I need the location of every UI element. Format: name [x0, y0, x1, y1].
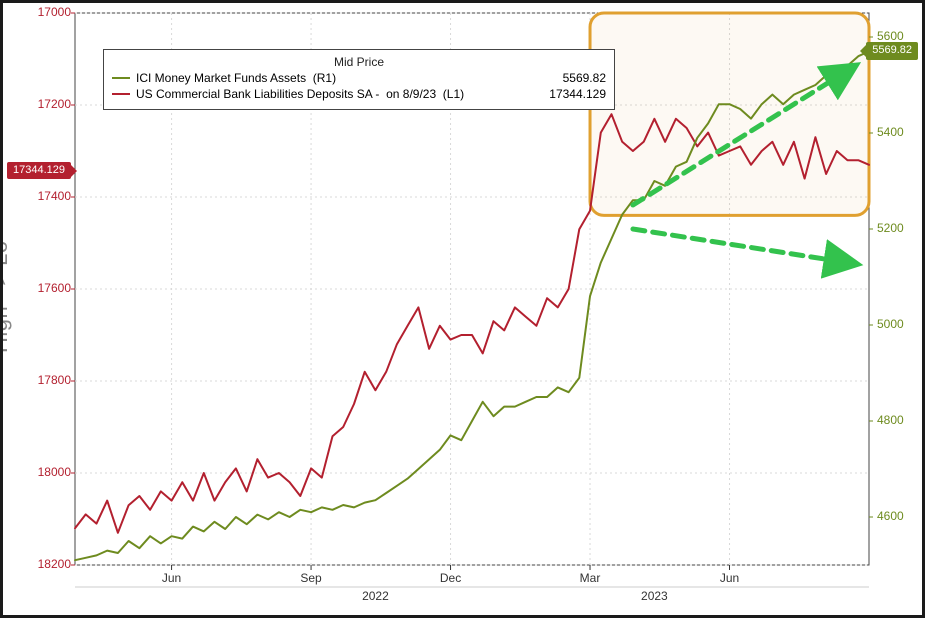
y-right-tick: 4800 — [877, 413, 925, 427]
y-left-tick: 17000 — [19, 5, 71, 19]
x-tick: Dec — [440, 571, 461, 585]
right-value-tag: 5569.82 — [866, 42, 918, 59]
y-left-tick: 17800 — [19, 373, 71, 387]
y-left-tick: 18000 — [19, 465, 71, 479]
y-right-tick: 5400 — [877, 125, 925, 139]
left-value-tag: 17344.129 — [7, 162, 71, 179]
legend-swatch-0 — [112, 77, 130, 79]
x-tick: Mar — [580, 571, 601, 585]
chart-container: High => Lo Mid Price ICI Money Market Fu… — [0, 0, 925, 618]
x-year: 2022 — [362, 589, 389, 603]
legend-row-1: US Commercial Bank Liabilities Deposits … — [112, 86, 606, 102]
legend-value-1: 17344.129 — [549, 86, 606, 102]
y-left-tick: 17400 — [19, 189, 71, 203]
x-tick: Jun — [162, 571, 181, 585]
y-right-tick: 5200 — [877, 221, 925, 235]
y-right-tick: 5600 — [877, 29, 925, 43]
legend-label-1: US Commercial Bank Liabilities Deposits … — [136, 86, 464, 102]
x-tick: Sep — [300, 571, 321, 585]
legend-title: Mid Price — [112, 54, 606, 70]
y-left-tick: 18200 — [19, 557, 71, 571]
y-left-tick: 17200 — [19, 97, 71, 111]
right-value-tag-text: 5569.82 — [872, 44, 912, 56]
x-year: 2023 — [641, 589, 668, 603]
left-value-tag-text: 17344.129 — [13, 164, 65, 176]
legend-label-0: ICI Money Market Funds Assets (R1) — [136, 70, 336, 86]
legend-swatch-1 — [112, 93, 130, 95]
x-tick: Jun — [720, 571, 739, 585]
legend-value-0: 5569.82 — [563, 70, 606, 86]
y-left-tick: 17600 — [19, 281, 71, 295]
y-right-tick: 4600 — [877, 509, 925, 523]
legend: Mid Price ICI Money Market Funds Assets … — [103, 49, 615, 110]
legend-row-0: ICI Money Market Funds Assets (R1) 5569.… — [112, 70, 606, 86]
y-right-tick: 5000 — [877, 317, 925, 331]
